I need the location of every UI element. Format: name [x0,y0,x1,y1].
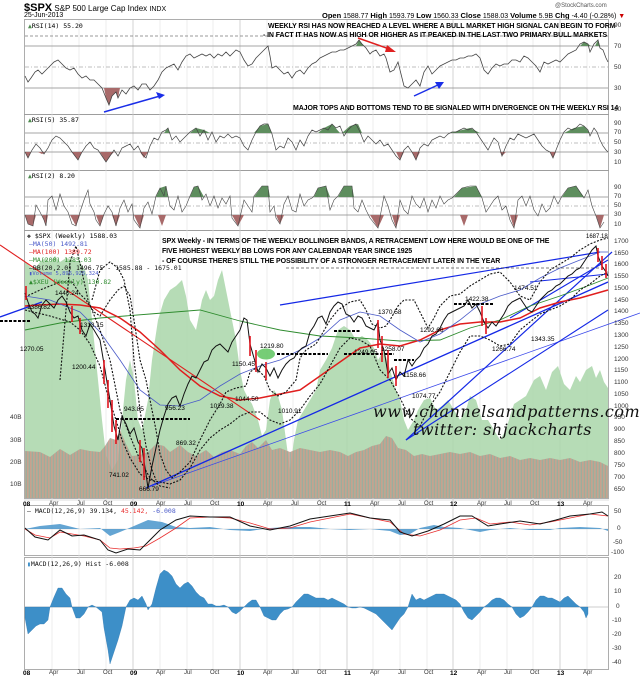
open-value: 1588.77 [343,13,369,20]
panel-frames [24,19,609,670]
volume-bars [25,430,608,498]
rsi14-annotation-2: - IN FACT IT HAS NOW AS HIGH OR HIGHER A… [263,32,608,39]
down-candles [25,248,607,480]
histogram-icon: ▮ [27,560,31,568]
indicator-icon: ▲ [28,172,32,180]
legend-bb: —BB(20,2.0) 1496.75 - 1585.88 - 1675.01 [29,264,182,272]
year-grid [132,20,561,669]
legend-volume: ▮Volume 5,896,926,324 [29,271,99,277]
watermark-website: www.channelsandpatterns.com [373,402,640,421]
rsi5-legend: ▲RSI(5) 35.87 [28,116,79,124]
volume-value: 5.9B [538,13,554,20]
rsi14-panel [24,35,609,113]
high-value: 1593.79 [389,13,415,20]
credit: @StockCharts.com [555,3,607,9]
xeu-area [25,256,608,498]
watermark-twitter: twitter: shjackcharts [413,420,592,439]
low-value: 1560.33 [433,13,459,20]
chart-title: $SPX S&P 500 Large Cap Index INDX [24,2,166,14]
chart-date: 25-Jun-2013 [24,12,64,19]
price-panel [0,237,640,498]
change-value: -4.40 (-0.28%) [571,13,617,20]
price-annotation-3: - OF COURSE THERE'S STILL THE POSSIBILIT… [162,258,501,265]
legend-xeu: ▲$XEU (Weekly) 130.82 [29,278,112,286]
candle-icon: ❖ [27,232,31,240]
macd-hist-legend: ▮MACD(12,26,9) Hist -6.008 [27,560,129,568]
rsi2-panel [24,185,608,229]
price-annotation-1: SPX Weekly - IN TERMS OF THE WEEKLY BOLL… [162,238,550,245]
macd-hist-bars [24,569,589,665]
rsi14-legend: ▲RSI(14) 55.20 [28,22,83,30]
index-name: S&P 500 Large Cap Index [54,4,148,13]
legend-ma100: —MA(100) 1389.72 [29,248,92,256]
legend-ma200: —MA(200) 1285.03 [29,256,92,264]
highlight-ellipse [257,348,275,360]
macd-legend: — MACD(12,26,9) 39.134, 45.142, -6.008 [27,507,176,515]
symbol: $SPX [24,2,53,14]
price-legend-main: ❖ $SPX (Weekly) 1588.03 [27,232,118,240]
price-candles [24,244,609,489]
vertical-grid [51,20,588,669]
legend-ma50: —MA(50) 1492.81 [29,240,88,248]
exchange: INDX [149,6,167,13]
rsi5-panel [24,123,609,163]
rsi2-legend: ▲RSI(2) 8.20 [28,172,75,180]
macd-hist-panel [24,569,608,665]
macd-panel [24,511,609,554]
rsi14-annotation-1: WEEKLY RSI HAS NOW REACHED A LEVEL WHERE… [268,23,616,30]
close-value: 1588.03 [482,13,509,20]
indicator-icon: ▲ [28,22,32,30]
down-arrow-icon: ▼ [618,13,626,20]
rsi14-annotation-3: MAJOR TOPS AND BOTTOMS TEND TO BE SIGNAL… [293,105,619,112]
indicator-icon: ▲ [28,116,32,124]
ohlc-bar: Open 1588.77 High 1593.79 Low 1560.33 Cl… [322,11,626,20]
price-annotation-2: FIVE HIGHEST WEEKLY BB LOWS FOR ANY CALE… [162,248,413,255]
